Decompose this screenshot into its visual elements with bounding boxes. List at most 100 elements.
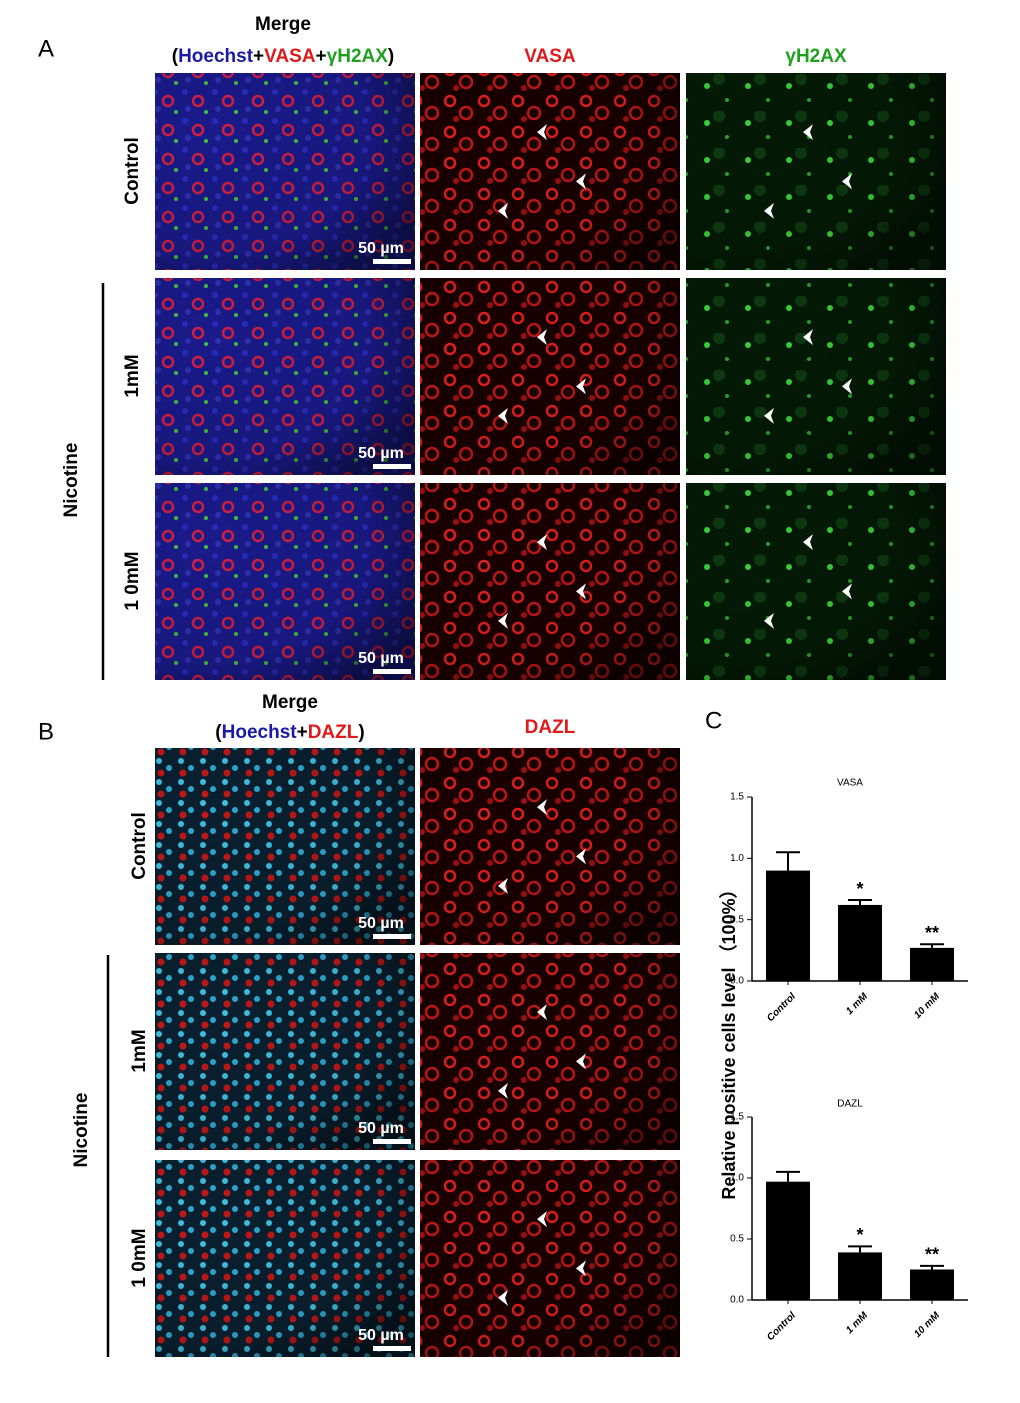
arrowhead (576, 848, 586, 865)
scale-bar-label: 50 µm (358, 445, 404, 462)
row-label: 1mM (129, 1029, 150, 1072)
micrograph-shade (155, 73, 415, 270)
scale-bar (373, 669, 411, 674)
arrowhead (498, 612, 508, 629)
group-label: Nicotine (61, 443, 82, 518)
arrowhead (803, 124, 813, 141)
y-axis-label: Relative positive cells level （100%） (719, 880, 739, 1199)
arrowhead (842, 378, 852, 395)
arrowhead (764, 202, 774, 219)
panel-label: B (38, 718, 54, 745)
y-tick-label: 1.5 (730, 1112, 744, 1123)
arrowhead (537, 1211, 547, 1228)
column-header: γH2AX (785, 46, 847, 67)
micrograph-shade (686, 483, 946, 680)
arrowhead (576, 1260, 586, 1277)
y-tick-label: 0.0 (730, 1295, 744, 1306)
significance: * (856, 1225, 863, 1245)
arrowhead (537, 329, 547, 346)
arrowhead (498, 407, 508, 424)
arrowhead (498, 202, 508, 219)
arrowhead (537, 799, 547, 816)
micrograph-shade (420, 953, 680, 1150)
y-tick-label: 0.0 (730, 976, 744, 987)
scale-bar-label: 50 µm (358, 1120, 404, 1137)
arrowhead (842, 173, 852, 190)
scale-bar (373, 259, 411, 264)
scale-bar (373, 464, 411, 469)
error-bar (920, 943, 944, 948)
legend-segment: + (253, 46, 264, 67)
x-tick-label: Control (765, 991, 798, 1024)
arrowhead (803, 534, 813, 551)
scale-bar-label: 50 µm (358, 915, 404, 932)
arrowhead (576, 1053, 586, 1070)
row-label: Control (129, 812, 150, 880)
legend-segment: VASA (264, 46, 316, 67)
legend-segment: ) (358, 722, 364, 743)
legend-segment: ( (172, 46, 179, 67)
row-label: 1 0mM (129, 1228, 150, 1287)
scale-bar (373, 934, 411, 939)
micrograph-shade (420, 73, 680, 270)
legend-segment: γH2AX (327, 46, 389, 67)
chart-title: DAZL (837, 1099, 863, 1110)
arrowhead (764, 407, 774, 424)
image-grid: DAZL Control 50 µm 1mM 50 µm 1 0mM 50 µm (129, 717, 680, 1357)
legend-segment: + (297, 722, 308, 743)
x-tick-label: Control (765, 1310, 798, 1343)
panel-label: A (38, 35, 54, 62)
micrograph-shade (686, 278, 946, 475)
panel-label: C (705, 707, 722, 734)
micrograph-shade (420, 748, 680, 945)
row-label: 1 0mM (122, 551, 143, 610)
arrowhead (576, 173, 586, 190)
bar (766, 1181, 810, 1300)
row-label: Control (122, 137, 143, 205)
arrowhead (537, 534, 547, 551)
bar (766, 870, 810, 981)
y-tick-label: 1.5 (730, 792, 744, 803)
micrograph-shade (155, 953, 415, 1150)
arrowhead (537, 124, 547, 141)
y-tick-label: 1.0 (730, 1173, 744, 1184)
x-tick-label: 1 mM (844, 1310, 870, 1336)
micrograph-shade (420, 1160, 680, 1357)
arrowhead (803, 329, 813, 346)
chart-title: VASA (837, 778, 863, 789)
column-header: DAZL (525, 717, 576, 738)
significance: * (856, 879, 863, 899)
micrograph-shade (155, 1160, 415, 1357)
y-tick-label: 0.5 (730, 1234, 744, 1245)
bar (838, 1252, 882, 1300)
error-bar (848, 1245, 872, 1253)
y-tick-label: 1.0 (730, 853, 744, 864)
micrograph-shade (420, 278, 680, 475)
error-bar (776, 1170, 800, 1182)
arrowhead (537, 1004, 547, 1021)
error-bar (920, 1264, 944, 1270)
group-label: Nicotine (71, 1093, 92, 1168)
error-bar (848, 899, 872, 905)
arrowhead (576, 378, 586, 395)
arrowhead (498, 1082, 508, 1099)
row-label: 1mM (122, 354, 143, 397)
legend-segment: ( (215, 722, 222, 743)
significance: ** (925, 1245, 939, 1265)
stain-legend: (Hoechst+DAZL) (215, 722, 364, 743)
column-header: VASA (524, 46, 576, 67)
x-tick-label: 1 mM (844, 991, 870, 1017)
micrograph-shade (155, 748, 415, 945)
significance: ** (925, 923, 939, 943)
bar (910, 947, 954, 981)
error-bar (776, 851, 800, 871)
scale-bar-label: 50 µm (358, 240, 404, 257)
scale-bar-label: 50 µm (358, 650, 404, 667)
legend-segment: DAZL (308, 722, 359, 743)
arrowhead (842, 583, 852, 600)
micrograph-shade (686, 73, 946, 270)
stain-legend: (Hoechst+VASA+γH2AX) (172, 46, 394, 67)
arrowhead (576, 583, 586, 600)
scale-bar (373, 1139, 411, 1144)
